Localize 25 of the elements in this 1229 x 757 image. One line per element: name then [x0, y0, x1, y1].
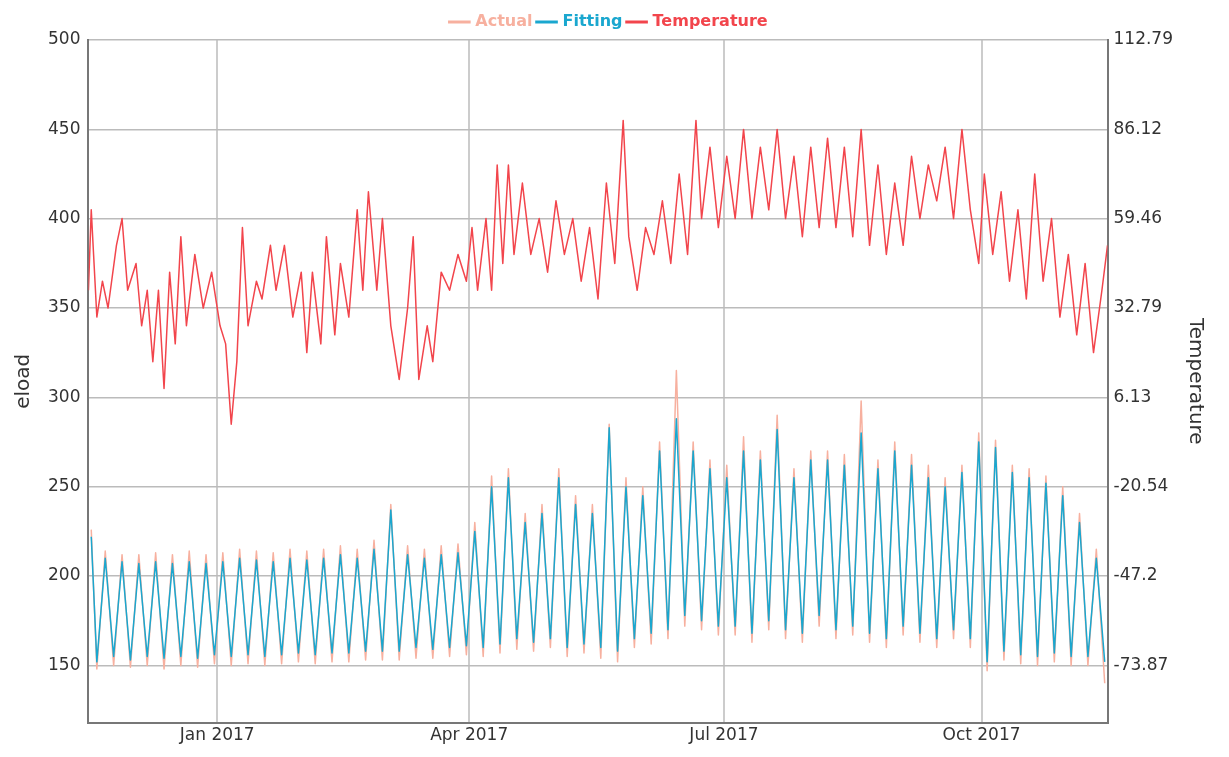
- y-tick-label: 500: [47, 28, 81, 49]
- y2-tick-label: 112.79: [1113, 28, 1173, 49]
- y-tick-label: 350: [47, 296, 81, 317]
- y-tick-label: 450: [47, 117, 81, 138]
- y2-tick-label: 59.46: [1113, 207, 1163, 228]
- y2-tick-label: 6.13: [1113, 385, 1152, 406]
- y2-tick-label: -47.2: [1113, 564, 1158, 585]
- y2-axis-title: Temperature: [1184, 316, 1209, 445]
- y-axis-title: eload: [10, 353, 35, 409]
- y-tick-label: 150: [47, 653, 81, 674]
- x-tick-label: Jan 2017: [178, 724, 255, 745]
- y-tick-label: 400: [47, 207, 81, 228]
- y2-tick-label: 32.79: [1113, 296, 1163, 317]
- legend-label: Fitting: [562, 11, 623, 31]
- x-tick-label: Jul 2017: [688, 724, 759, 745]
- x-tick-label: Oct 2017: [942, 724, 1021, 745]
- y2-tick-label: -73.87: [1113, 653, 1169, 674]
- y2-tick-label: 86.12: [1113, 117, 1163, 138]
- y-tick-label: 250: [47, 475, 81, 496]
- legend-label: Actual: [475, 11, 533, 31]
- x-tick-label: Apr 2017: [430, 724, 509, 745]
- legend-label: Temperature: [652, 11, 768, 31]
- y-tick-label: 300: [47, 385, 81, 406]
- y-tick-label: 200: [47, 564, 81, 585]
- y2-tick-label: -20.54: [1113, 475, 1169, 496]
